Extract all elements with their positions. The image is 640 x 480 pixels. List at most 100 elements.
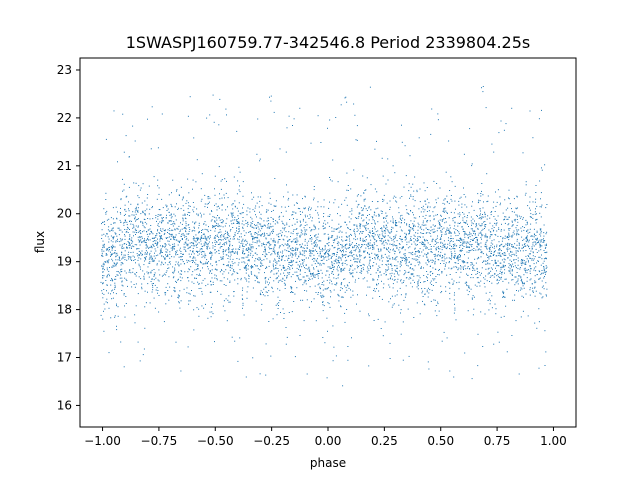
data-point (135, 262, 136, 264)
data-point (248, 274, 250, 276)
data-point (128, 258, 130, 260)
data-point (437, 303, 439, 305)
data-point (220, 225, 222, 227)
data-point (485, 241, 487, 243)
data-point (323, 222, 325, 224)
data-point (330, 267, 332, 269)
data-point (164, 245, 166, 247)
data-point (124, 270, 126, 272)
data-point (134, 244, 136, 246)
data-point (284, 260, 286, 262)
data-point (251, 244, 253, 246)
data-point (339, 257, 341, 259)
data-point (331, 272, 333, 274)
data-point (331, 245, 333, 247)
data-point (304, 238, 306, 240)
data-point (272, 228, 274, 230)
data-point (123, 222, 125, 224)
data-point (345, 251, 347, 253)
data-point (324, 288, 326, 290)
data-point (478, 257, 480, 259)
data-point (471, 249, 473, 251)
data-point (480, 232, 482, 234)
data-point (172, 266, 174, 268)
data-point (367, 272, 369, 274)
data-point (247, 260, 249, 261)
data-point (381, 228, 383, 230)
data-point (386, 260, 388, 262)
data-point (301, 230, 303, 232)
data-point (180, 280, 182, 282)
data-point (125, 196, 127, 198)
data-point (153, 269, 155, 270)
data-point (221, 270, 223, 271)
data-point (327, 266, 329, 268)
data-point (268, 252, 270, 253)
data-point (485, 260, 487, 262)
data-point (212, 281, 214, 283)
data-point (140, 268, 141, 270)
data-point (196, 307, 198, 309)
data-point (357, 294, 358, 296)
data-point (447, 239, 449, 241)
data-point (293, 229, 295, 231)
data-point (471, 224, 472, 226)
data-point (304, 230, 306, 232)
data-point (114, 232, 116, 234)
data-point (426, 291, 428, 293)
data-point (367, 252, 368, 253)
data-point (204, 206, 206, 208)
data-point (299, 208, 301, 210)
data-point (203, 243, 205, 245)
data-point (164, 294, 166, 296)
data-point (239, 185, 240, 187)
data-point (231, 249, 233, 250)
data-point (259, 158, 261, 160)
data-point (226, 254, 228, 256)
data-point (152, 243, 154, 245)
data-point (218, 260, 220, 262)
data-point (381, 227, 383, 229)
data-point (350, 252, 352, 254)
data-point (385, 224, 387, 226)
data-point (141, 288, 143, 290)
data-point (189, 229, 191, 230)
data-point (454, 185, 456, 187)
data-point (166, 255, 168, 257)
data-point (385, 264, 387, 265)
data-point (238, 189, 240, 191)
data-point (254, 264, 256, 265)
data-point (473, 264, 475, 266)
data-point (250, 224, 252, 226)
data-point (496, 280, 498, 281)
data-point (454, 307, 456, 309)
data-point (288, 264, 290, 265)
data-point (116, 235, 118, 237)
data-point (365, 189, 367, 191)
data-point (431, 261, 433, 263)
data-point (397, 273, 398, 275)
data-point (340, 306, 342, 308)
data-point (165, 254, 166, 256)
data-point (441, 228, 443, 230)
data-point (355, 239, 357, 241)
data-point (314, 277, 316, 278)
data-point (270, 254, 272, 256)
data-point (206, 244, 208, 246)
data-point (340, 269, 342, 271)
data-point (422, 222, 424, 224)
data-point (137, 248, 139, 250)
data-point (297, 264, 299, 266)
data-point (353, 230, 355, 232)
data-point (225, 285, 227, 286)
data-point (194, 222, 196, 224)
data-point (471, 222, 473, 224)
data-point (292, 292, 294, 293)
data-point (130, 258, 132, 260)
data-point (169, 220, 171, 222)
data-point (276, 263, 278, 265)
data-point (412, 227, 414, 229)
data-point (382, 241, 384, 243)
data-point (362, 263, 364, 265)
data-point (165, 204, 167, 206)
